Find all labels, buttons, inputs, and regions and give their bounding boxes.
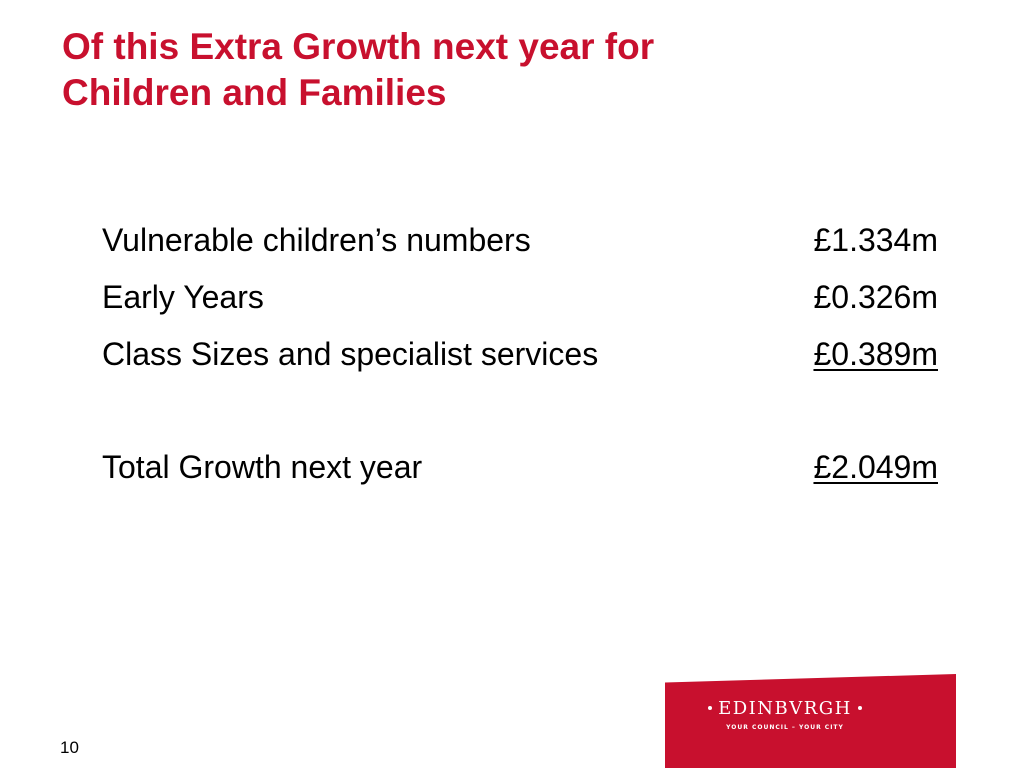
- growth-total-row: Total Growth next year £2.049m: [102, 445, 938, 502]
- logo-dot-icon: [708, 705, 713, 710]
- growth-row-label: Vulnerable children’s numbers: [102, 222, 531, 258]
- logo-wordmark: EDINBVRGH: [665, 698, 905, 719]
- edinburgh-council-logo: EDINBVRGH YOUR COUNCIL – YOUR CITY: [665, 674, 956, 768]
- growth-row-amount: £0.326m: [813, 279, 938, 315]
- growth-row-amount: £1.334m: [813, 222, 938, 258]
- logo-dot-icon: [857, 705, 862, 710]
- growth-total-amount: £2.049m: [813, 449, 938, 485]
- page-number: 10: [60, 738, 79, 757]
- growth-row-label: Class Sizes and specialist services: [102, 336, 599, 372]
- row-spacer: [102, 389, 938, 445]
- growth-row-class-sizes: Class Sizes and specialist services £0.3…: [102, 332, 938, 389]
- growth-row-vulnerable-children: Vulnerable children’s numbers £1.334m: [102, 218, 938, 275]
- growth-total-label: Total Growth next year: [102, 449, 423, 485]
- slide-title-line-1: Of this Extra Growth next year for: [62, 26, 655, 67]
- growth-row-label: Early Years: [102, 279, 264, 315]
- logo-tagline: YOUR COUNCIL – YOUR CITY: [726, 724, 844, 731]
- slide-title-line-2: Children and Families: [62, 72, 447, 113]
- growth-row-amount: £0.389m: [813, 336, 938, 372]
- growth-breakdown: Vulnerable children’s numbers £1.334m Ea…: [102, 218, 938, 502]
- growth-row-early-years: Early Years £0.326m: [102, 275, 938, 332]
- slide-title: Of this Extra Growth next year for Child…: [62, 24, 962, 116]
- logo-wordmark-text: EDINBVRGH: [718, 698, 852, 719]
